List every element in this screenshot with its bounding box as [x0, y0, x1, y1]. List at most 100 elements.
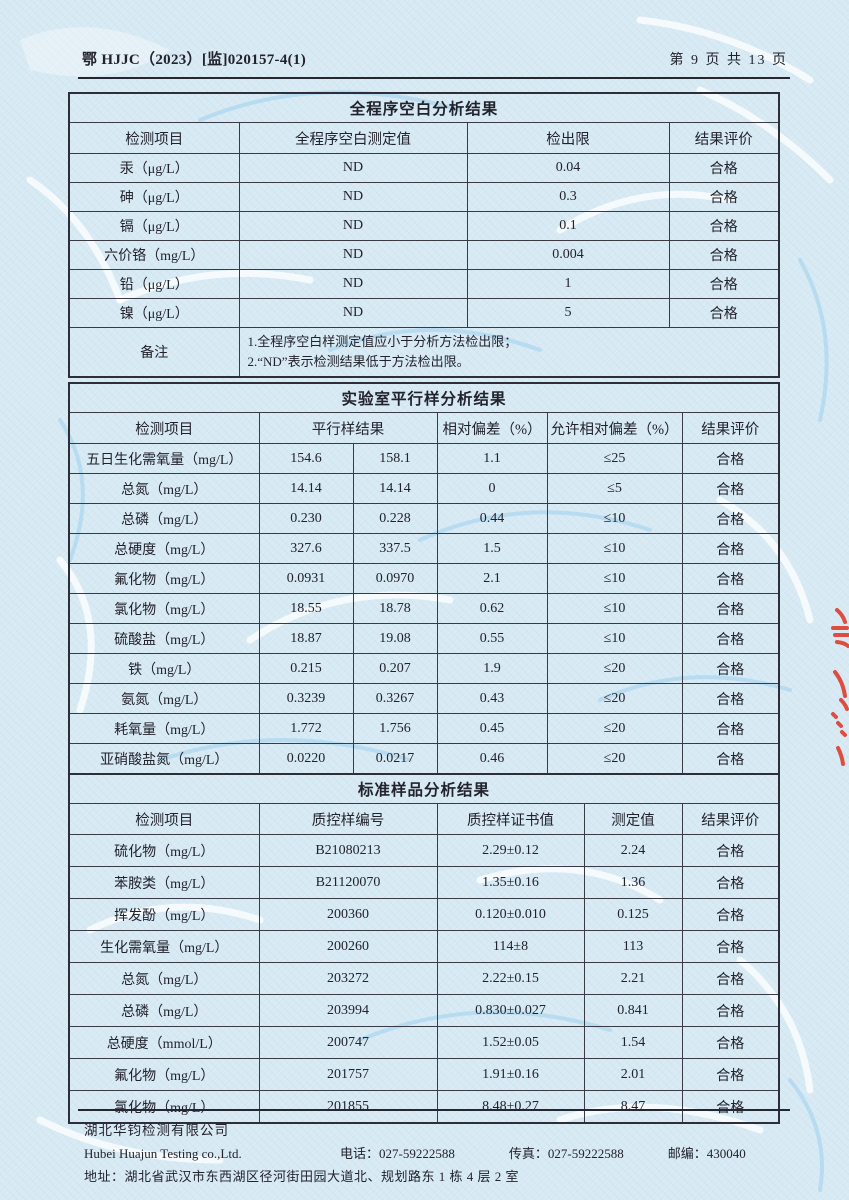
column-header: 结果评价: [681, 803, 780, 836]
value-cell: 1.9: [436, 653, 548, 685]
page-number-indicator: 第 9 页 共 13 页: [669, 53, 788, 68]
value-cell: 0.3267: [352, 683, 438, 715]
value-cell: 18.55: [258, 593, 354, 625]
value-cell: 0.46: [436, 743, 548, 775]
postcode-label: 邮编：: [667, 1146, 707, 1161]
column-header: 结果评价: [681, 412, 780, 445]
value-cell: 200747: [258, 1026, 438, 1060]
column-header: 全程序空白测定值: [238, 122, 468, 154]
value-cell: 0.04: [466, 153, 670, 183]
value-cell: 2.01: [583, 1058, 683, 1092]
company-name-cn: 湖北华钧检测有限公司: [84, 1123, 229, 1138]
value-cell: ND: [238, 182, 468, 212]
value-cell: B21120070: [258, 866, 438, 900]
value-cell: 0.215: [258, 653, 354, 685]
value-cell: 0.44: [436, 503, 548, 535]
value-cell: ND: [238, 211, 468, 241]
parameter-cell: 总硬度（mmol/L）: [68, 1026, 260, 1060]
table-header-row: 检测项目 全程序空白测定值 检出限 结果评价: [68, 122, 780, 154]
page-footer: 湖北华钧检测有限公司 Hubei Huajun Testing co.,Ltd.…: [78, 1109, 790, 1185]
value-cell: ND: [238, 298, 468, 328]
column-header: 允许相对偏差（%）: [546, 412, 683, 445]
value-cell: 14.14: [352, 473, 438, 505]
value-cell: 200360: [258, 898, 438, 932]
parameter-cell: 硫酸盐（mg/L）: [68, 623, 260, 655]
blank-analysis-table: 全程序空白分析结果 检测项目 全程序空白测定值 检出限 结果评价 汞（μg/L）…: [68, 92, 781, 379]
value-cell: 1.54: [583, 1026, 683, 1060]
value-cell: ≤20: [546, 683, 683, 715]
parameter-cell: 汞（μg/L）: [68, 153, 240, 183]
column-header: 检出限: [466, 122, 670, 154]
page-header: 鄂 HJJC（2023）[监]020157-4(1) 第 9 页 共 13 页: [78, 48, 790, 79]
parameter-cell: 氟化物（mg/L）: [68, 1058, 260, 1092]
value-cell: ≤20: [546, 743, 683, 775]
value-cell: 0.830±0.027: [436, 994, 585, 1028]
value-cell: 113: [583, 930, 683, 964]
value-cell: 18.78: [352, 593, 438, 625]
value-cell: ND: [238, 153, 468, 183]
table-row: 镉（μg/L） ND 0.1 合格: [68, 211, 780, 241]
value-cell: B21080213: [258, 834, 438, 868]
value-cell: 合格: [681, 1058, 780, 1092]
value-cell: 203994: [258, 994, 438, 1028]
table-row: 汞（μg/L） ND 0.04 合格: [68, 153, 780, 183]
parameter-cell: 铁（mg/L）: [68, 653, 260, 685]
value-cell: 0.43: [436, 683, 548, 715]
table-title: 实验室平行样分析结果: [68, 382, 780, 414]
table-header-row: 检测项目 质控样编号 质控样证书值 测定值 结果评价: [68, 803, 780, 836]
parameter-cell: 总磷（mg/L）: [68, 503, 260, 535]
parameter-cell: 生化需氧量（mg/L）: [68, 930, 260, 964]
table-row: 铅（μg/L） ND 1 合格: [68, 269, 780, 299]
value-cell: 0.230: [258, 503, 354, 535]
value-cell: ≤10: [546, 563, 683, 595]
value-cell: ≤20: [546, 653, 683, 685]
table-row: 总硬度（mg/L） 327.6 337.5 1.5 ≤10 合格: [68, 533, 780, 565]
value-cell: 154.6: [258, 443, 354, 475]
value-cell: 合格: [668, 298, 780, 328]
value-cell: 合格: [681, 898, 780, 932]
column-header: 检测项目: [68, 412, 260, 445]
standard-sample-table: 标准样品分析结果 检测项目 质控样编号 质控样证书值 测定值 结果评价 硫化物（…: [68, 773, 781, 1125]
company-address: 地址：湖北省武汉市东西湖区径河街田园大道北、规划路东 1 栋 4 层 2 室: [84, 1169, 520, 1184]
table-row: 六价铬（mg/L） ND 0.004 合格: [68, 240, 780, 270]
value-cell: 1: [466, 269, 670, 299]
value-cell: 18.87: [258, 623, 354, 655]
table-row: 生化需氧量（mg/L） 200260 114±8 113 合格: [68, 930, 780, 964]
value-cell: 114±8: [436, 930, 585, 964]
value-cell: 0.0217: [352, 743, 438, 775]
parameter-cell: 砷（μg/L）: [68, 182, 240, 212]
value-cell: 0.120±0.010: [436, 898, 585, 932]
value-cell: ND: [238, 269, 468, 299]
value-cell: 158.1: [352, 443, 438, 475]
table-row: 氟化物（mg/L） 0.0931 0.0970 2.1 ≤10 合格: [68, 563, 780, 595]
value-cell: 合格: [681, 713, 780, 745]
table-row: 氨氮（mg/L） 0.3239 0.3267 0.43 ≤20 合格: [68, 683, 780, 715]
column-header: 相对偏差（%）: [436, 412, 548, 445]
value-cell: 0.3: [466, 182, 670, 212]
table-title: 标准样品分析结果: [68, 773, 780, 805]
value-cell: ≤10: [546, 623, 683, 655]
value-cell: 201757: [258, 1058, 438, 1092]
table-title-row: 实验室平行样分析结果: [68, 382, 780, 414]
table-row: 耗氧量（mg/L） 1.772 1.756 0.45 ≤20 合格: [68, 713, 780, 745]
value-cell: 0.207: [352, 653, 438, 685]
value-cell: 1.52±0.05: [436, 1026, 585, 1060]
value-cell: 5: [466, 298, 670, 328]
value-cell: 合格: [681, 623, 780, 655]
value-cell: 1.772: [258, 713, 354, 745]
value-cell: 1.91±0.16: [436, 1058, 585, 1092]
value-cell: ≤5: [546, 473, 683, 505]
value-cell: 2.22±0.15: [436, 962, 585, 996]
value-cell: 合格: [668, 269, 780, 299]
value-cell: 0.004: [466, 240, 670, 270]
table-row: 总硬度（mmol/L） 200747 1.52±0.05 1.54 合格: [68, 1026, 780, 1060]
table-row: 总氮（mg/L） 203272 2.22±0.15 2.21 合格: [68, 962, 780, 996]
table-row: 总磷（mg/L） 203994 0.830±0.027 0.841 合格: [68, 994, 780, 1028]
value-cell: 合格: [668, 182, 780, 212]
value-cell: 0.228: [352, 503, 438, 535]
remark-row: 备注 1.全程序空白样测定值应小于分析方法检出限； 2.“ND”表示检测结果低于…: [68, 327, 780, 378]
value-cell: 合格: [681, 743, 780, 775]
value-cell: ≤20: [546, 713, 683, 745]
value-cell: 203272: [258, 962, 438, 996]
